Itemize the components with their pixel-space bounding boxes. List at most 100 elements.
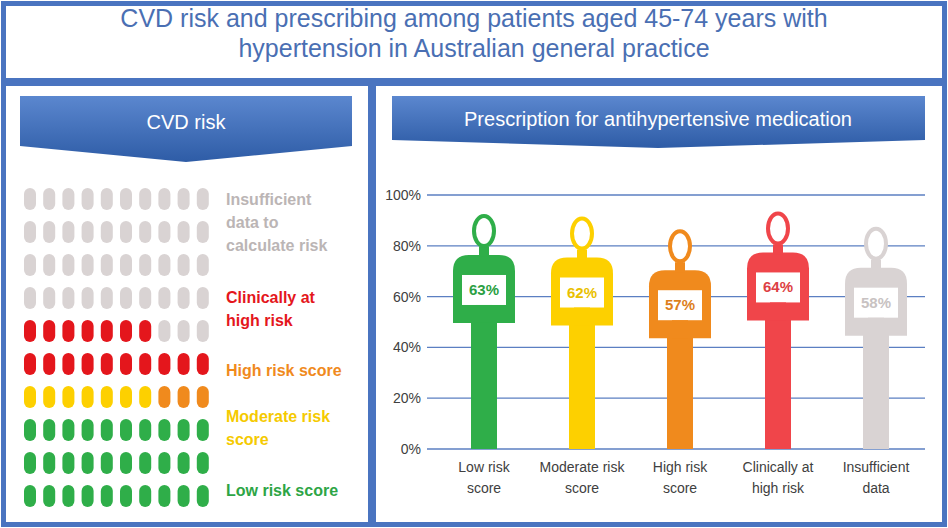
waffle-cell <box>43 485 55 507</box>
waffle-cell <box>120 254 132 276</box>
waffle-cell <box>197 287 209 309</box>
waffle-cell <box>43 254 55 276</box>
head <box>474 216 494 246</box>
waffle-cell <box>139 254 151 276</box>
waffle-cell <box>197 419 209 441</box>
waffle-cell <box>197 386 209 408</box>
person-bar <box>453 216 515 449</box>
torso <box>845 268 907 336</box>
waffle-cell <box>24 386 36 408</box>
waffle-cell <box>62 254 74 276</box>
neck <box>479 247 489 257</box>
waffle-cell <box>158 221 170 243</box>
waffle-cell <box>139 353 151 375</box>
grid-line <box>427 194 925 195</box>
waffle-cell <box>101 386 113 408</box>
waffle-cell <box>43 386 55 408</box>
waffle-cell <box>101 287 113 309</box>
panel-title: Prescription for antihypertensive medica… <box>464 108 852 130</box>
waffle-cell <box>197 320 209 342</box>
data-label: 62% <box>567 284 597 301</box>
waffle-cell <box>178 188 190 210</box>
waffle-cell <box>101 188 113 210</box>
waffle-cell <box>62 485 74 507</box>
waffle-cell <box>120 452 132 474</box>
waffle-cell <box>139 452 151 474</box>
waffle-cell <box>62 188 74 210</box>
waffle-cell <box>82 419 94 441</box>
torso <box>649 270 711 338</box>
waffle-cell <box>158 353 170 375</box>
waffle-cell <box>43 188 55 210</box>
banner <box>20 96 352 162</box>
waffle-cell <box>62 419 74 441</box>
y-tick-label: 80% <box>393 238 421 254</box>
waffle-cell <box>82 188 94 210</box>
waffle-cell <box>178 353 190 375</box>
waffle-cell <box>158 188 170 210</box>
waffle-cell <box>43 419 55 441</box>
data-label: 58% <box>861 294 891 311</box>
waffle-cell <box>43 320 55 342</box>
left-panel <box>6 86 368 522</box>
waffle-cell <box>62 287 74 309</box>
waffle-cell <box>178 386 190 408</box>
waffle-cell <box>139 419 151 441</box>
head <box>866 229 886 259</box>
waffle-cell <box>139 287 151 309</box>
x-tick-label: Low riskscore <box>458 459 510 496</box>
waffle-label: Moderate riskscore <box>226 408 330 448</box>
waffle-cell <box>62 353 74 375</box>
waffle-cells <box>24 188 209 507</box>
data-label: 64% <box>763 278 793 295</box>
waffle-cell <box>178 221 190 243</box>
waffle-label: Clinically athigh risk <box>226 289 316 329</box>
waffle-cell <box>82 386 94 408</box>
y-tick-label: 100% <box>385 187 421 203</box>
waffle-cell <box>178 254 190 276</box>
data-label: 57% <box>665 296 695 313</box>
waffle-cell <box>24 485 36 507</box>
waffle-cell <box>197 221 209 243</box>
waffle-cell <box>82 485 94 507</box>
waffle-cell <box>24 287 36 309</box>
waffle-cell <box>43 452 55 474</box>
waffle-cell <box>178 452 190 474</box>
torso <box>551 258 613 326</box>
waffle-cell <box>158 419 170 441</box>
waffle-cell <box>82 287 94 309</box>
person-bar <box>649 231 711 449</box>
waffle-cell <box>120 221 132 243</box>
waffle-cell <box>120 485 132 507</box>
person-bar <box>747 213 809 449</box>
waffle-cell <box>43 287 55 309</box>
waffle-cell <box>158 386 170 408</box>
y-tick-label: 40% <box>393 339 421 355</box>
waffle-cell <box>178 287 190 309</box>
waffle-cell <box>197 485 209 507</box>
waffle-cell <box>24 188 36 210</box>
shirt <box>658 290 702 320</box>
waffle-cell <box>139 485 151 507</box>
neck <box>675 262 685 272</box>
waffle-cell <box>158 452 170 474</box>
waffle-cell <box>24 320 36 342</box>
waffle-cell <box>62 452 74 474</box>
x-tick-label: Clinically athigh risk <box>743 459 814 496</box>
head <box>572 219 592 249</box>
x-tick-label: Moderate riskscore <box>540 459 626 496</box>
waffle-cell <box>158 320 170 342</box>
waffle-cell <box>158 287 170 309</box>
waffle-cell <box>139 221 151 243</box>
waffle-cell <box>120 287 132 309</box>
waist <box>476 305 492 323</box>
person-marks <box>453 213 907 449</box>
waist <box>868 318 884 336</box>
shirt <box>854 288 898 318</box>
waffle-cell <box>101 485 113 507</box>
waffle-cell <box>43 221 55 243</box>
waffle-label: Insufficientdata tocalculate risk <box>226 191 328 254</box>
head <box>670 231 690 261</box>
data-labels: 63%62%57%64%58% <box>469 278 891 313</box>
waffle-cell <box>120 320 132 342</box>
